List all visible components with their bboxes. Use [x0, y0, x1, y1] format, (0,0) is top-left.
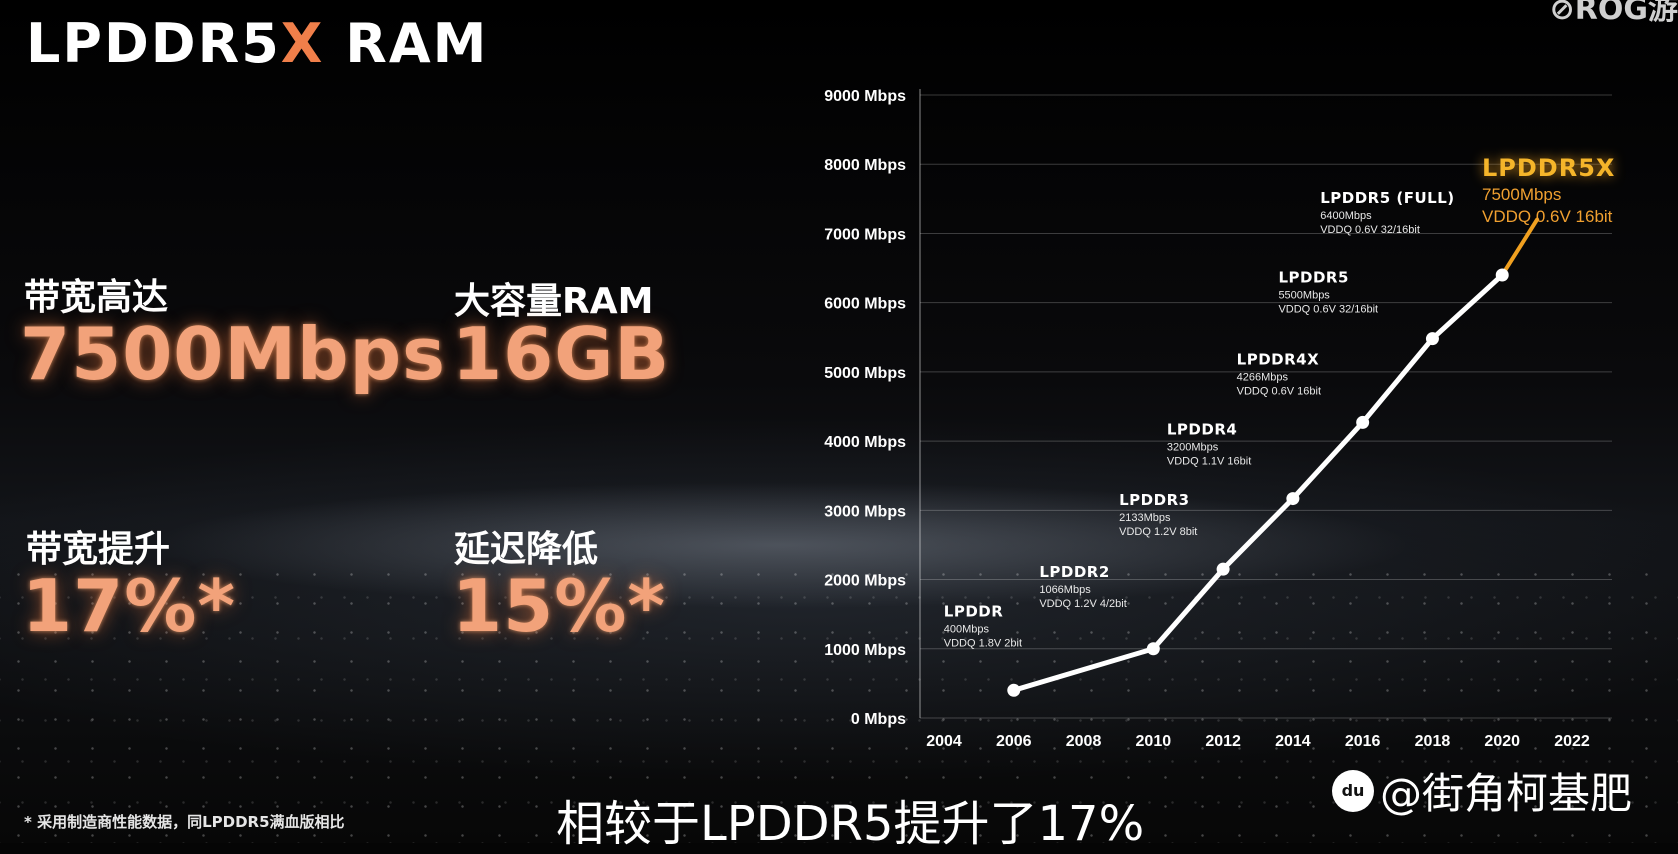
point-speed-label: 400Mbps: [944, 623, 990, 635]
x-tick-label: 2004: [926, 733, 962, 750]
point-spec-label: VDDQ 1.2V 4/2bit: [1039, 598, 1126, 610]
y-tick-label: 8000 Mbps: [824, 157, 906, 174]
point-speed-label: 5500Mbps: [1278, 290, 1330, 302]
highlight-spec-label: VDDQ 0.6V 16bit: [1482, 207, 1613, 226]
point-name-label: LPDDR: [944, 602, 1004, 620]
y-tick-label: 4000 Mbps: [824, 434, 906, 451]
title-accent: X: [280, 12, 325, 75]
stat-bandwidth-label: 带宽高达: [24, 277, 169, 318]
x-tick-label: 2020: [1484, 733, 1520, 750]
point-spec-label: VDDQ 0.6V 32/16bit: [1320, 224, 1420, 236]
stat-bandwidth-value: 7500Mbps: [20, 312, 446, 396]
highlight-name-label: LPDDR5X: [1482, 154, 1615, 182]
y-tick-label: 1000 Mbps: [824, 642, 906, 659]
stat-capacity-label: 大容量RAM: [454, 281, 654, 322]
data-point: [1425, 332, 1439, 346]
data-point: [1007, 683, 1021, 697]
y-tick-label: 9000 Mbps: [824, 88, 906, 105]
point-speed-label: 2133Mbps: [1119, 512, 1171, 524]
watermark: du @街角柯基肥: [1332, 760, 1632, 821]
x-tick-label: 2006: [996, 733, 1032, 750]
point-name-label: LPDDR2: [1039, 563, 1109, 581]
point-name-label: LPDDR4X: [1237, 350, 1320, 368]
point-speed-label: 4266Mbps: [1237, 371, 1289, 383]
y-tick-label: 3000 Mbps: [824, 503, 906, 520]
x-tick-label: 2010: [1136, 733, 1172, 750]
point-name-label: LPDDR4: [1167, 421, 1237, 439]
point-speed-label: 6400Mbps: [1320, 210, 1372, 222]
watermark-text: @街角柯基肥: [1380, 769, 1633, 818]
stat-bandwidth-gain-label: 带宽提升: [26, 529, 171, 570]
y-tick-label: 7000 Mbps: [824, 226, 906, 243]
data-point: [1216, 562, 1230, 576]
highlight-speed-label: 7500Mbps: [1482, 185, 1561, 204]
data-point: [1495, 268, 1509, 282]
x-tick-label: 2018: [1415, 733, 1451, 750]
y-tick-label: 0 Mbps: [851, 711, 906, 728]
point-spec-label: VDDQ 0.6V 32/16bit: [1278, 304, 1378, 316]
point-spec-label: VDDQ 0.6V 16bit: [1237, 385, 1321, 397]
star-particles: [0, 560, 1678, 843]
y-tick-label: 2000 Mbps: [824, 573, 906, 590]
video-subtitle: 相较于LPDDR5提升了17%: [556, 796, 1145, 852]
point-speed-label: 1066Mbps: [1039, 584, 1091, 596]
point-name-label: LPDDR3: [1119, 491, 1189, 509]
point-spec-label: VDDQ 1.1V 16bit: [1167, 456, 1251, 468]
point-name-label: LPDDR5: [1278, 269, 1348, 287]
data-point: [1356, 415, 1370, 429]
x-tick-label: 2014: [1275, 733, 1311, 750]
baidu-paw-icon: du: [1332, 769, 1374, 812]
point-name-label: LPDDR5 (FULL): [1320, 189, 1454, 207]
stat-latency-label: 延迟降低: [454, 529, 599, 570]
stat-bandwidth-gain-value: 17%*: [22, 564, 236, 648]
point-spec-label: VDDQ 1.8V 2bit: [944, 637, 1022, 649]
y-tick-label: 5000 Mbps: [824, 365, 906, 382]
point-spec-label: VDDQ 1.2V 8bit: [1119, 526, 1197, 538]
page-title: LPDDR5X RAM: [26, 12, 489, 75]
stat-capacity-value: 16GB: [452, 312, 671, 396]
x-tick-label: 2022: [1554, 733, 1590, 750]
rog-logo: ⊘ROG游: [1549, 0, 1678, 27]
x-tick-label: 2016: [1345, 733, 1381, 750]
footnote: * 采用制造商性能数据，同LPDDR5满血版相比: [24, 813, 345, 831]
point-speed-label: 3200Mbps: [1167, 442, 1219, 454]
x-tick-label: 2012: [1205, 733, 1241, 750]
data-point: [1146, 642, 1160, 656]
stat-latency-value: 15%*: [452, 564, 666, 648]
highlight-line-segment: [1500, 217, 1540, 277]
x-tick-label: 2008: [1066, 733, 1102, 750]
data-point: [1286, 492, 1300, 506]
y-tick-label: 6000 Mbps: [824, 296, 906, 313]
